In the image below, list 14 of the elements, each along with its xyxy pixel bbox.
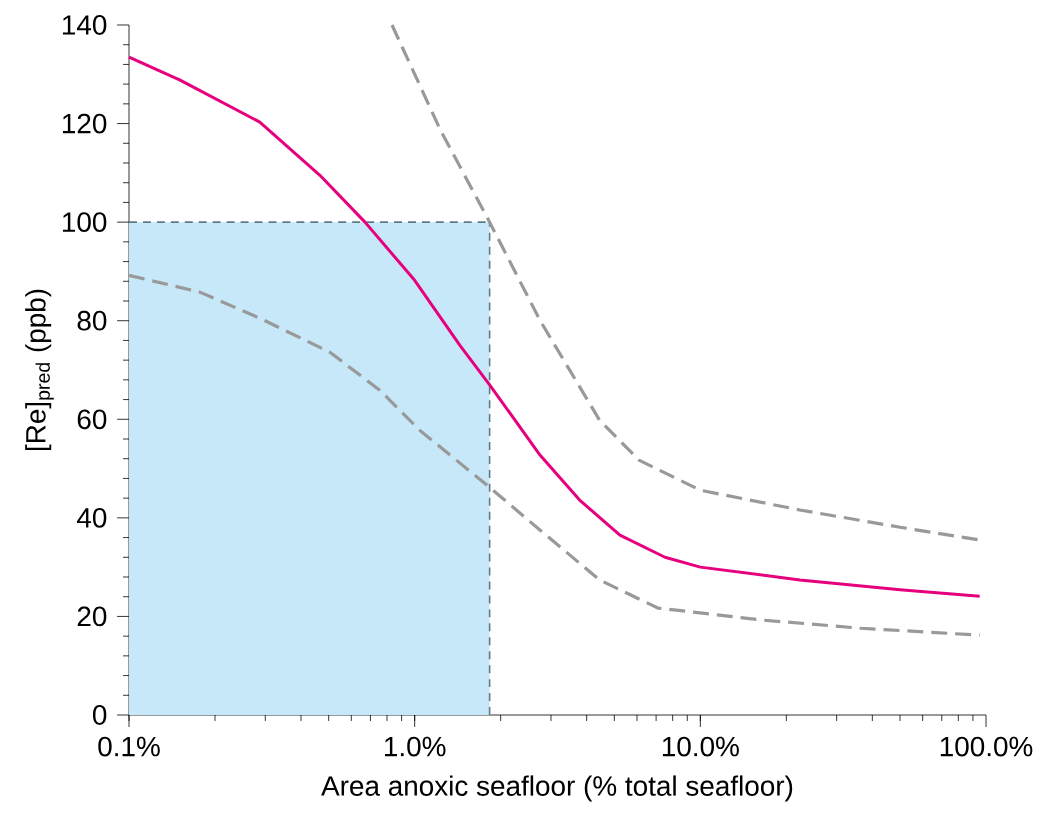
x-tick-label: 100.0% xyxy=(940,736,1033,757)
x-tick-label: 10.0% xyxy=(662,736,739,757)
y-tick-label: 20 xyxy=(77,606,107,627)
y-tick-label: 0 xyxy=(92,705,107,725)
x-axis-title: Area anoxic seafloor (% total seafloor) xyxy=(321,775,793,802)
y-tick-label: 120 xyxy=(62,113,107,134)
y-tick-label: 40 xyxy=(76,507,107,528)
y-tick-label: 60 xyxy=(77,409,107,430)
y-axis-title: [Re]$_{pred}$ (ppb) xyxy=(25,289,54,451)
y-tick-label: 80 xyxy=(77,310,107,331)
x-tick-label: 1.0% xyxy=(385,736,446,757)
y-tick-label: 100 xyxy=(62,212,107,233)
y-tick-label: 140 xyxy=(62,15,107,35)
x-tick-label: 0.1% xyxy=(98,736,160,757)
